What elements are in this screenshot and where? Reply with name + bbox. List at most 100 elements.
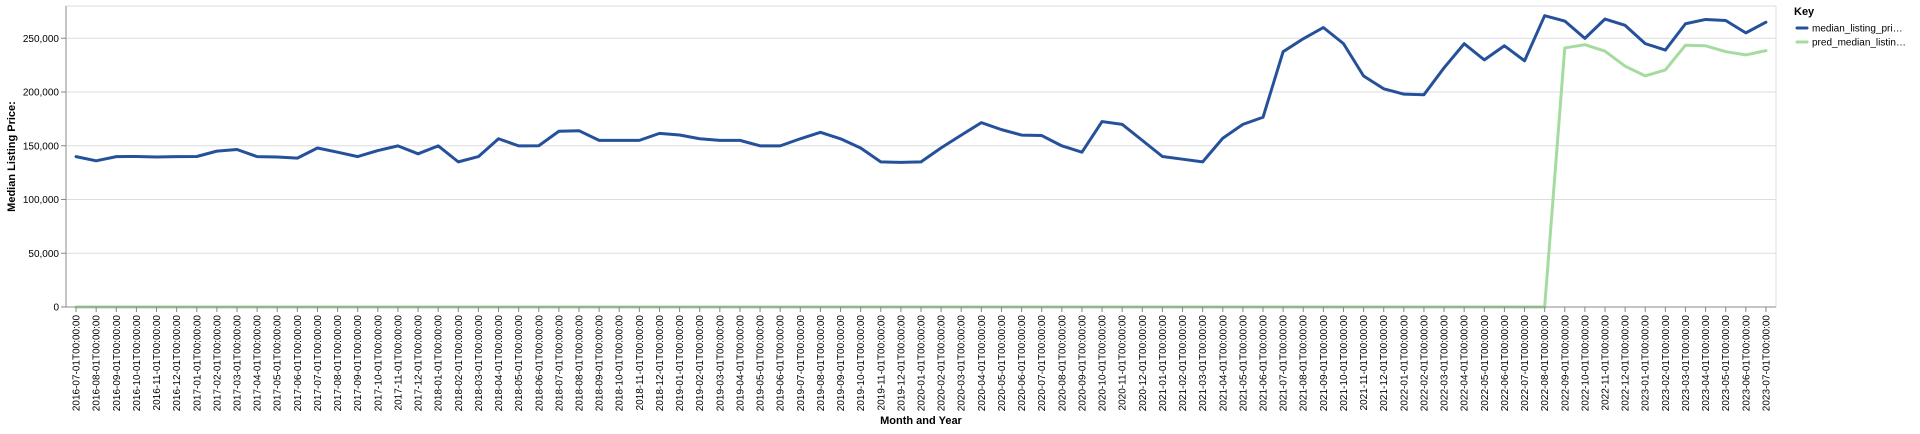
- x-tick-label: 2021-07-01T00:00:00: [1279, 315, 1290, 412]
- x-tick-label: 2019-12-01T00:00:00: [896, 315, 907, 412]
- x-tick-label: 2022-11-01T00:00:00: [1601, 315, 1612, 411]
- x-tick-label: 2019-04-01T00:00:00: [735, 315, 746, 412]
- series-line-median: [74, 14, 1768, 164]
- x-tick-label: 2022-12-01T00:00:00: [1621, 315, 1632, 412]
- x-tick-label: 2022-02-01T00:00:00: [1419, 315, 1430, 412]
- x-tick-label: 2022-01-01T00:00:00: [1399, 315, 1410, 412]
- x-tick-label: 2018-04-01T00:00:00: [494, 315, 505, 412]
- y-tick-label: 200,000: [23, 88, 60, 99]
- x-tick-label: 2018-03-01T00:00:00: [474, 315, 485, 412]
- x-tick-label: 2018-07-01T00:00:00: [554, 315, 565, 412]
- x-tick-label: 2016-10-01T00:00:00: [132, 315, 143, 412]
- x-tick-label: 2021-04-01T00:00:00: [1218, 315, 1229, 412]
- x-tick-label: 2022-05-01T00:00:00: [1480, 315, 1491, 412]
- x-tick-label: 2020-05-01T00:00:00: [997, 315, 1008, 412]
- x-tick-label: 2021-02-01T00:00:00: [1178, 315, 1189, 412]
- x-tick-label: 2023-04-01T00:00:00: [1701, 315, 1712, 412]
- x-tick-label: 2017-03-01T00:00:00: [233, 315, 244, 412]
- x-tick-label: 2017-06-01T00:00:00: [293, 315, 304, 412]
- x-tick-label: 2020-03-01T00:00:00: [957, 315, 968, 412]
- x-tick-label: 2021-01-01T00:00:00: [1158, 315, 1169, 412]
- x-tick-label: 2021-09-01T00:00:00: [1319, 315, 1330, 412]
- x-tick-label: 2017-05-01T00:00:00: [273, 315, 284, 412]
- x-tick-label: 2021-11-01T00:00:00: [1359, 315, 1370, 411]
- x-tick-label: 2018-08-01T00:00:00: [575, 315, 586, 412]
- series-lines: [74, 14, 1768, 309]
- x-tick-label: 2017-02-01T00:00:00: [212, 315, 223, 412]
- x-tick-label: 2022-07-01T00:00:00: [1520, 315, 1531, 412]
- x-tick-label: 2017-08-01T00:00:00: [333, 315, 344, 412]
- x-tick-label: 2023-01-01T00:00:00: [1641, 315, 1652, 412]
- x-tick-label: 2022-08-01T00:00:00: [1540, 315, 1551, 412]
- plot-frame: [65, 5, 1777, 308]
- x-tick-label: 2016-07-01T00:00:00: [72, 315, 83, 412]
- x-tick-label: 2019-01-01T00:00:00: [675, 315, 686, 412]
- y-tick-label: 250,000: [23, 34, 60, 45]
- x-tick-label: 2019-03-01T00:00:00: [715, 315, 726, 412]
- x-tick-label: 2016-08-01T00:00:00: [92, 315, 103, 412]
- x-tick-label: 2023-07-01T00:00:00: [1761, 315, 1772, 412]
- x-tick-label: 2020-02-01T00:00:00: [937, 315, 948, 412]
- x-tick-label: 2020-11-01T00:00:00: [1118, 315, 1129, 411]
- x-tick-label: 2020-07-01T00:00:00: [1037, 315, 1048, 412]
- x-tick-label: 2016-12-01T00:00:00: [172, 315, 183, 412]
- x-tick-label: 2018-12-01T00:00:00: [655, 315, 666, 412]
- x-tick-label: 2023-02-01T00:00:00: [1661, 315, 1672, 412]
- x-tick-label: 2017-10-01T00:00:00: [373, 315, 384, 412]
- y-axis-ticks: 0 50,000 100,000 150,000 200,000 250,000: [23, 34, 66, 314]
- x-tick-label: 2019-02-01T00:00:00: [695, 315, 706, 412]
- y-tick-label: 50,000: [28, 249, 59, 260]
- x-tick-label: 2018-10-01T00:00:00: [615, 315, 626, 412]
- x-tick-label: 2022-04-01T00:00:00: [1460, 315, 1471, 412]
- gridlines: [65, 5, 1777, 308]
- y-tick-label: 100,000: [23, 195, 60, 206]
- x-tick-label: 2018-05-01T00:00:00: [514, 315, 525, 412]
- y-tick-label: 0: [53, 303, 59, 314]
- axes: [65, 6, 1776, 308]
- series-line-pred: [74, 43, 1768, 309]
- x-tick-label: 2018-01-01T00:00:00: [434, 315, 445, 412]
- x-tick-label: 2022-10-01T00:00:00: [1580, 315, 1591, 412]
- x-tick-label: 2016-11-01T00:00:00: [152, 315, 163, 411]
- legend-title: Key: [1794, 6, 1815, 18]
- x-tick-label: 2023-05-01T00:00:00: [1721, 315, 1732, 412]
- x-tick-label: 2021-10-01T00:00:00: [1339, 315, 1350, 412]
- x-tick-label: 2017-04-01T00:00:00: [253, 315, 264, 412]
- x-tick-label: 2022-09-01T00:00:00: [1560, 315, 1571, 412]
- x-tick-label: 2021-06-01T00:00:00: [1259, 315, 1270, 412]
- y-tick-label: 150,000: [23, 141, 60, 152]
- x-tick-label: 2020-10-01T00:00:00: [1098, 315, 1109, 412]
- x-tick-label: 2018-02-01T00:00:00: [454, 315, 465, 412]
- x-tick-label: 2019-05-01T00:00:00: [756, 315, 767, 412]
- x-tick-label: 2019-08-01T00:00:00: [816, 315, 827, 412]
- x-tick-label: 2021-03-01T00:00:00: [1198, 315, 1209, 412]
- x-tick-label: 2019-11-01T00:00:00: [876, 315, 887, 411]
- x-tick-label: 2021-08-01T00:00:00: [1299, 315, 1310, 412]
- x-tick-label: 2020-04-01T00:00:00: [977, 315, 988, 412]
- x-tick-label: 2023-03-01T00:00:00: [1681, 315, 1692, 412]
- y-axis-title: Median Listing Price:: [6, 101, 18, 212]
- x-tick-label: 2018-11-01T00:00:00: [635, 315, 646, 411]
- x-axis-ticks: 2016-07-01T00:00:00 2016-08-01T00:00:00 20…: [72, 307, 1772, 412]
- x-tick-label: 2017-07-01T00:00:00: [313, 315, 324, 412]
- x-tick-label: 2021-12-01T00:00:00: [1379, 315, 1390, 412]
- legend: Key median_listing_pri… pred_median_listi…: [1794, 6, 1906, 49]
- x-tick-label: 2019-06-01T00:00:00: [776, 315, 787, 412]
- x-tick-label: 2016-09-01T00:00:00: [112, 315, 123, 412]
- legend-label: pred_median_listin…: [1812, 38, 1906, 49]
- x-tick-label: 2017-01-01T00:00:00: [192, 315, 203, 412]
- x-tick-label: 2019-09-01T00:00:00: [836, 315, 847, 412]
- x-tick-label: 2019-10-01T00:00:00: [856, 315, 867, 412]
- x-tick-label: 2022-03-01T00:00:00: [1440, 315, 1451, 412]
- x-tick-label: 2020-01-01T00:00:00: [917, 315, 928, 412]
- x-tick-label: 2022-06-01T00:00:00: [1500, 315, 1511, 412]
- x-tick-label: 2018-06-01T00:00:00: [534, 315, 545, 412]
- x-tick-label: 2019-07-01T00:00:00: [796, 315, 807, 412]
- x-tick-label: 2020-08-01T00:00:00: [1057, 315, 1068, 412]
- x-axis-title: Month and Year: [880, 415, 962, 427]
- x-tick-label: 2017-12-01T00:00:00: [414, 315, 425, 412]
- x-tick-label: 2023-06-01T00:00:00: [1741, 315, 1752, 412]
- x-tick-label: 2020-09-01T00:00:00: [1077, 315, 1088, 412]
